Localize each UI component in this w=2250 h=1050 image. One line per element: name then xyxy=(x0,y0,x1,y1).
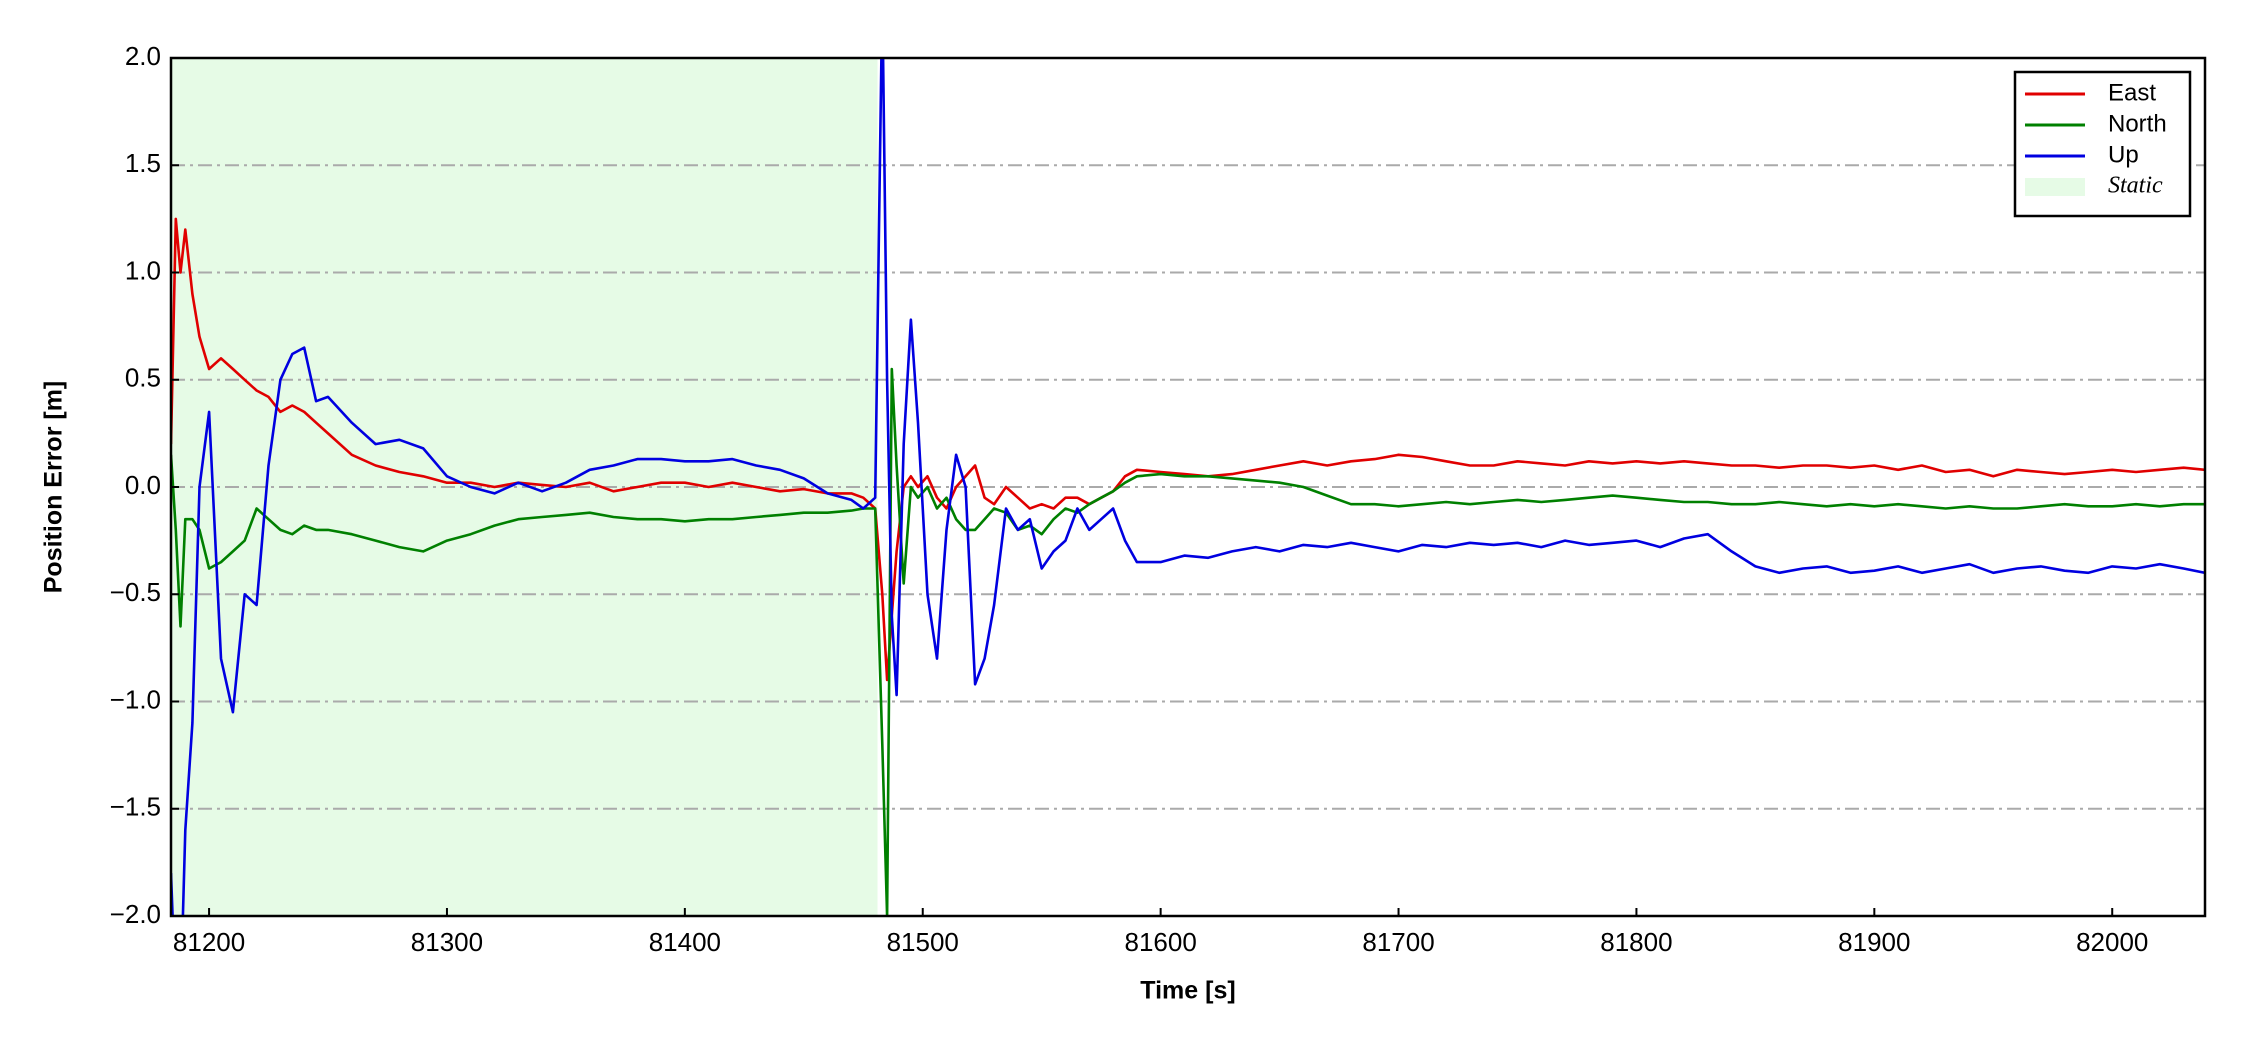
plot-frame xyxy=(169,56,2207,918)
legend-label: Up xyxy=(2108,141,2139,168)
x-tick-label: 81400 xyxy=(649,927,721,957)
plot-area xyxy=(171,58,2205,916)
y-tick-label: 2.0 xyxy=(125,41,161,71)
x-axis-label: Time [s] xyxy=(1140,977,1235,1005)
y-tick-label: 0.0 xyxy=(125,470,161,500)
legend-label: Static xyxy=(2108,173,2163,199)
y-tick-label: 1.0 xyxy=(125,255,161,285)
x-tick-label: 81500 xyxy=(887,927,959,957)
x-tick-label: 82000 xyxy=(2076,927,2148,957)
y-tick-label: 1.5 xyxy=(125,148,161,178)
y-tick-label: −1.0 xyxy=(110,684,161,714)
series-line xyxy=(171,217,2205,682)
x-tick-label: 81200 xyxy=(173,927,245,957)
y-tick-label: −0.5 xyxy=(110,577,161,607)
x-tick-label: 81800 xyxy=(1600,927,1672,957)
x-tick-label: 81300 xyxy=(411,927,483,957)
y-tick-label: −2.0 xyxy=(110,899,161,929)
x-tick-label: 81900 xyxy=(1838,927,1910,957)
y-tick-label: 0.5 xyxy=(125,363,161,393)
y-axis-label: Position Error [m] xyxy=(40,381,68,594)
legend-label: North xyxy=(2108,110,2167,137)
series-line xyxy=(171,58,2205,916)
legend-swatch xyxy=(2025,178,2085,196)
x-tick-label: 81600 xyxy=(1124,927,1196,957)
x-tick-label: 81700 xyxy=(1362,927,1434,957)
legend-label: East xyxy=(2108,79,2156,106)
y-tick-label: −1.5 xyxy=(110,792,161,822)
legend: East North Up Static xyxy=(2013,70,2192,218)
